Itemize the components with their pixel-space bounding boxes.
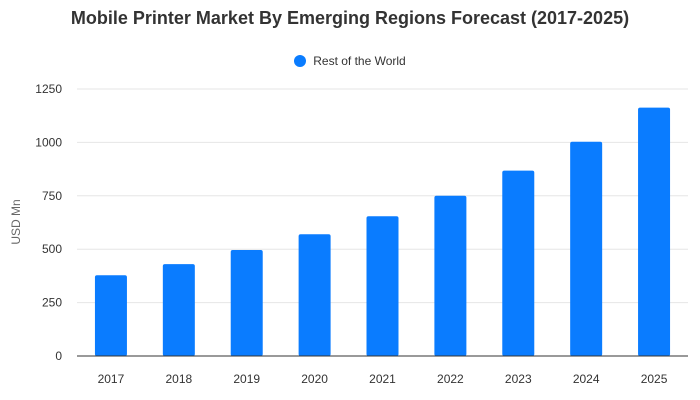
x-tick-label: 2021 (369, 372, 396, 386)
chart-title: Mobile Printer Market By Emerging Region… (70, 8, 630, 28)
x-tick-label: 2019 (233, 372, 260, 386)
legend-label: Rest of the World (313, 54, 406, 68)
y-tick-label: 1250 (35, 82, 62, 96)
x-tick-label: 2023 (505, 372, 532, 386)
bar-2018 (162, 264, 195, 356)
legend-swatch (294, 55, 307, 67)
bar-2020 (298, 234, 331, 356)
bar-2021 (366, 216, 399, 356)
x-tick-label: 2024 (573, 372, 600, 386)
x-tick-label: 2020 (301, 372, 328, 386)
x-tick-label: 2017 (98, 372, 125, 386)
x-tick-label: 2022 (437, 372, 464, 386)
bar-2017 (94, 275, 127, 356)
x-tick-label: 2018 (165, 372, 192, 386)
bar-2022 (434, 195, 467, 356)
bar-2025 (638, 107, 671, 357)
bar-2019 (230, 250, 263, 356)
x-tick-label: 2025 (641, 372, 668, 386)
y-tick-label: 750 (42, 189, 62, 203)
y-tick-label: 0 (55, 349, 62, 363)
y-tick-label: 250 (42, 296, 62, 310)
y-tick-label: 1000 (35, 135, 62, 149)
bar-2023 (502, 170, 535, 356)
bar-2024 (570, 141, 603, 356)
legend: Rest of the World (0, 54, 700, 68)
y-tick-label: 500 (42, 242, 62, 256)
